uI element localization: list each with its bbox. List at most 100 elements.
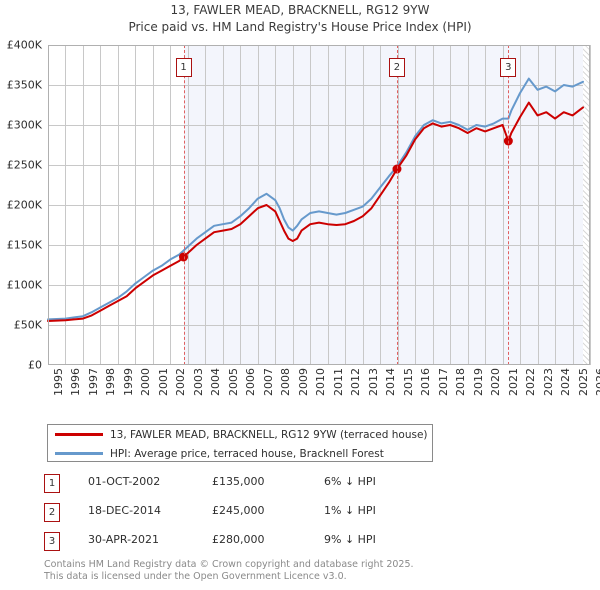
- grid-line-vertical: [572, 45, 574, 365]
- sales-table: 1 01-OCT-2002 £135,000 6% ↓ HPI 2 18-DEC…: [44, 474, 464, 561]
- grid-line-vertical: [432, 45, 434, 365]
- x-tick-label: 1996: [69, 368, 83, 396]
- sale-price: £245,000: [212, 504, 265, 517]
- x-tick-label: 2009: [296, 368, 310, 396]
- x-tick-label: 2006: [244, 368, 258, 396]
- y-tick-label: £300K: [6, 118, 42, 132]
- footer-line-1: Contains HM Land Registry data © Crown c…: [44, 559, 414, 570]
- grid-line-vertical: [100, 45, 102, 365]
- sale-hpi-delta: 6% ↓ HPI: [324, 475, 376, 488]
- grid-line-vertical: [135, 45, 137, 365]
- grid-line-horizontal: [48, 165, 590, 166]
- grid-line-horizontal: [48, 245, 590, 246]
- marker-index-badge[interactable]: 3: [500, 58, 517, 77]
- legend-label-property: 13, FAWLER MEAD, BRACKNELL, RG12 9YW (te…: [110, 428, 428, 441]
- grid-line-horizontal: [48, 285, 590, 286]
- chart-legend: 13, FAWLER MEAD, BRACKNELL, RG12 9YW (te…: [47, 424, 433, 462]
- y-tick-label: £350K: [6, 78, 42, 92]
- y-tick-label: £200K: [6, 198, 42, 212]
- table-row: 2 18-DEC-2014 £245,000 1% ↓ HPI: [44, 503, 464, 532]
- x-tick-label: 1997: [86, 368, 100, 396]
- sale-date: 01-OCT-2002: [88, 475, 161, 488]
- table-row: 3 30-APR-2021 £280,000 9% ↓ HPI: [44, 532, 464, 561]
- grid-line-horizontal: [48, 85, 590, 86]
- grid-line-vertical: [345, 45, 347, 365]
- x-tick-label: 2020: [489, 368, 503, 396]
- grid-line-vertical: [555, 45, 557, 365]
- y-tick-label: £250K: [6, 158, 42, 172]
- y-tick-label: £100K: [6, 278, 42, 292]
- price-chart: 1 2 3: [47, 45, 591, 365]
- y-tick-label: £400K: [6, 38, 42, 52]
- title-line-2: Price paid vs. HM Land Registry's House …: [128, 20, 472, 34]
- x-tick-label: 2026: [594, 368, 600, 396]
- x-tick-label: 2011: [331, 368, 345, 396]
- grid-line-vertical: [152, 45, 154, 365]
- legend-item-property: 13, FAWLER MEAD, BRACKNELL, RG12 9YW (te…: [48, 425, 432, 444]
- grid-line-horizontal: [48, 125, 590, 126]
- future-hatch-region: [583, 45, 590, 365]
- sale-index-badge: 2: [44, 503, 60, 522]
- grid-line-vertical: [502, 45, 504, 365]
- x-tick-label: 2025: [576, 368, 590, 396]
- x-tick-label: 2024: [559, 368, 573, 396]
- legend-item-hpi: HPI: Average price, terraced house, Brac…: [48, 444, 432, 463]
- grid-line-vertical: [82, 45, 84, 365]
- x-tick-label: 2021: [506, 368, 520, 396]
- y-axis-labels: £0 £50K £100K £150K £200K £250K £300K £350K £400…: [0, 39, 46, 372]
- grid-line-horizontal: [48, 205, 590, 206]
- x-tick-label: 2022: [524, 368, 538, 396]
- grid-line-vertical: [257, 45, 259, 365]
- x-tick-label: 2003: [191, 368, 205, 396]
- x-tick-label: 1995: [52, 368, 65, 396]
- sale-price: £280,000: [212, 533, 265, 546]
- marker-index-badge[interactable]: 2: [388, 58, 405, 77]
- series-line: [47, 101, 585, 322]
- legend-swatch-property: [55, 433, 103, 436]
- sale-date: 18-DEC-2014: [88, 504, 162, 517]
- grid-line-vertical: [205, 45, 207, 365]
- grid-line-vertical: [170, 45, 172, 365]
- x-tick-label: 2004: [209, 368, 223, 396]
- x-tick-label: 2017: [436, 368, 450, 396]
- title-line-1: 13, FAWLER MEAD, BRACKNELL, RG12 9YW: [170, 3, 430, 17]
- marker-vertical-line: [508, 45, 510, 365]
- grid-line-vertical: [537, 45, 539, 365]
- sale-price: £135,000: [212, 475, 265, 488]
- x-tick-label: 1998: [104, 368, 118, 396]
- grid-line-vertical: [310, 45, 312, 365]
- x-tick-label: 2008: [279, 368, 293, 396]
- x-tick-label: 2005: [226, 368, 240, 396]
- x-tick-label: 2001: [156, 368, 170, 396]
- y-tick-label: £50K: [13, 318, 42, 332]
- grid-line-vertical: [292, 45, 294, 365]
- grid-line-vertical: [590, 45, 591, 365]
- sale-hpi-delta: 1% ↓ HPI: [324, 504, 376, 517]
- x-tick-label: 2012: [349, 368, 363, 396]
- sale-index-badge: 3: [44, 532, 60, 551]
- grid-line-vertical: [450, 45, 452, 365]
- marker-index-badge[interactable]: 1: [175, 58, 192, 77]
- grid-line-vertical: [65, 45, 67, 365]
- x-tick-label: 2016: [419, 368, 433, 396]
- sale-hpi-delta: 9% ↓ HPI: [324, 533, 376, 546]
- grid-line-vertical: [415, 45, 417, 365]
- x-tick-label: 2007: [261, 368, 275, 396]
- y-tick-label: £0: [28, 358, 42, 372]
- footer-line-2: This data is licensed under the Open Gov…: [44, 570, 347, 582]
- legend-swatch-hpi: [55, 452, 103, 455]
- grid-line-vertical: [397, 45, 399, 365]
- grid-line-vertical: [240, 45, 242, 365]
- page-title: 13, FAWLER MEAD, BRACKNELL, RG12 9YW Pri…: [0, 2, 600, 36]
- x-tick-label: 2000: [139, 368, 153, 396]
- grid-line-vertical: [117, 45, 119, 365]
- x-tick-label: 2002: [174, 368, 188, 396]
- x-tick-label: 2019: [471, 368, 485, 396]
- marker-vertical-line: [396, 45, 398, 365]
- grid-line-vertical: [380, 45, 382, 365]
- table-row: 1 01-OCT-2002 £135,000 6% ↓ HPI: [44, 474, 464, 503]
- x-tick-label: 2010: [314, 368, 328, 396]
- x-tick-label: 2013: [366, 368, 380, 396]
- x-tick-label: 1999: [121, 368, 135, 396]
- sale-date: 30-APR-2021: [88, 533, 160, 546]
